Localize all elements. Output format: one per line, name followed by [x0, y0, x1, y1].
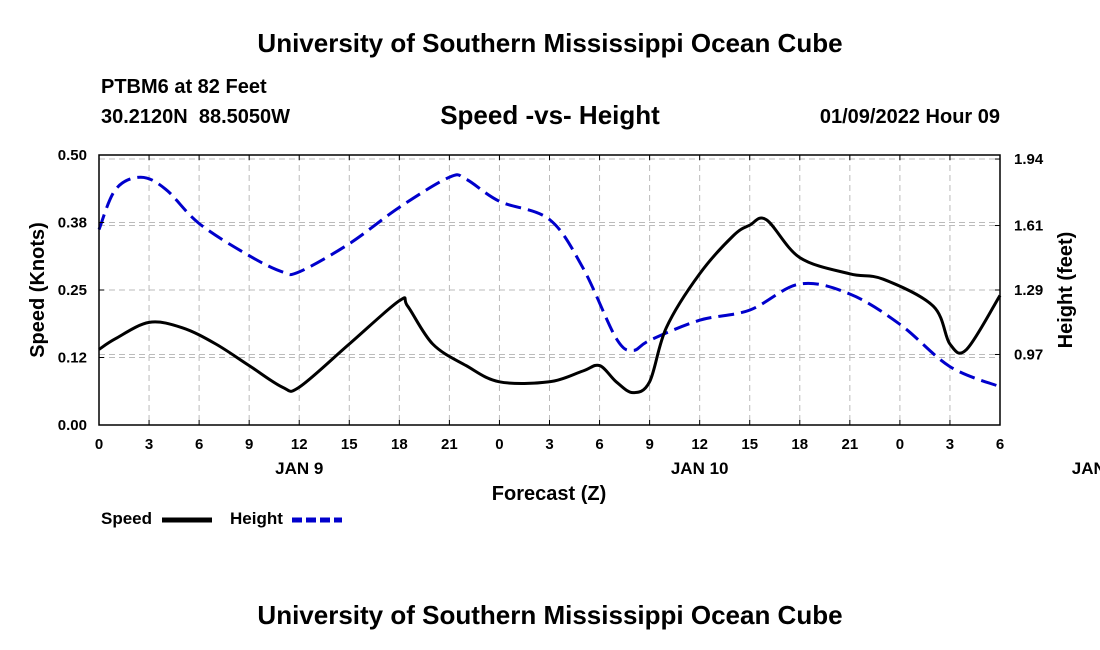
- series-lines: [97, 173, 1002, 395]
- x-tick-label: 15: [341, 436, 358, 453]
- axis-ticks: 0 3 6 9 12 15 18 21 0 3 6 9 12 15 18 21 0 3 6 JAN 9 JAN 10 JA…: [58, 147, 1100, 478]
- y2-tick-label: 1.94: [1014, 151, 1044, 168]
- x-tick-label: 12: [691, 436, 708, 453]
- station-label: PTBM6 at 82 Feet: [101, 76, 267, 98]
- x-tick-label: 3: [545, 436, 553, 453]
- y2-axis-label: Height (feet): [1055, 232, 1077, 349]
- x-tick-label: 9: [645, 436, 653, 453]
- x-tick-label: 21: [841, 436, 858, 453]
- x-tick-label: 6: [195, 436, 203, 453]
- x-tick-label: 9: [245, 436, 253, 453]
- chart-subtitle: Speed -vs- Height: [440, 100, 660, 130]
- y-tick-label: 0.12: [58, 350, 87, 367]
- footer-title: University of Southern Mississippi Ocean…: [257, 600, 843, 630]
- y-tick-label: 0.25: [58, 282, 87, 299]
- height-series-line: [97, 173, 1001, 389]
- x-tick-label: 0: [95, 436, 103, 453]
- legend-speed-label: Speed: [101, 509, 152, 528]
- y-tick-label: 0.00: [58, 417, 87, 434]
- chart-main-title: University of Southern Mississippi Ocean…: [257, 28, 843, 58]
- x-tick-label: 6: [595, 436, 603, 453]
- x-tick-label: 3: [145, 436, 153, 453]
- y-axis-label: Speed (Knots): [27, 222, 49, 358]
- x-tick-label: 0: [896, 436, 904, 453]
- x-tick-label: 3: [946, 436, 954, 453]
- y2-tick-label: 0.97: [1014, 346, 1043, 363]
- day-label: JAN 9: [275, 459, 323, 478]
- speed-series-line: [98, 216, 1002, 395]
- x-tick-label: 6: [996, 436, 1004, 453]
- x-tick-label: 12: [291, 436, 308, 453]
- y-tick-label: 0.38: [58, 215, 87, 232]
- day-label: JAN 10: [671, 459, 729, 478]
- legend-height-label: Height: [230, 509, 283, 528]
- grid-lines: [99, 154, 1000, 425]
- x-tick-label: 21: [441, 436, 458, 453]
- x-tick-label: 0: [495, 436, 503, 453]
- y-tick-label: 0.50: [58, 147, 87, 164]
- forecast-datetime: 01/09/2022 Hour 09: [819, 106, 1000, 128]
- day-label: JAN 11: [1072, 459, 1100, 478]
- y2-tick-label: 1.29: [1014, 282, 1043, 299]
- x-tick-label: 18: [391, 436, 408, 453]
- x-tick-label: 18: [791, 436, 808, 453]
- x-tick-label: 15: [741, 436, 758, 453]
- coordinates-label: 30.2120N 88.5050W: [101, 106, 291, 128]
- x-axis-label: Forecast (Z): [492, 483, 606, 505]
- y2-tick-label: 1.61: [1014, 218, 1043, 235]
- legend: Speed Height: [101, 509, 342, 528]
